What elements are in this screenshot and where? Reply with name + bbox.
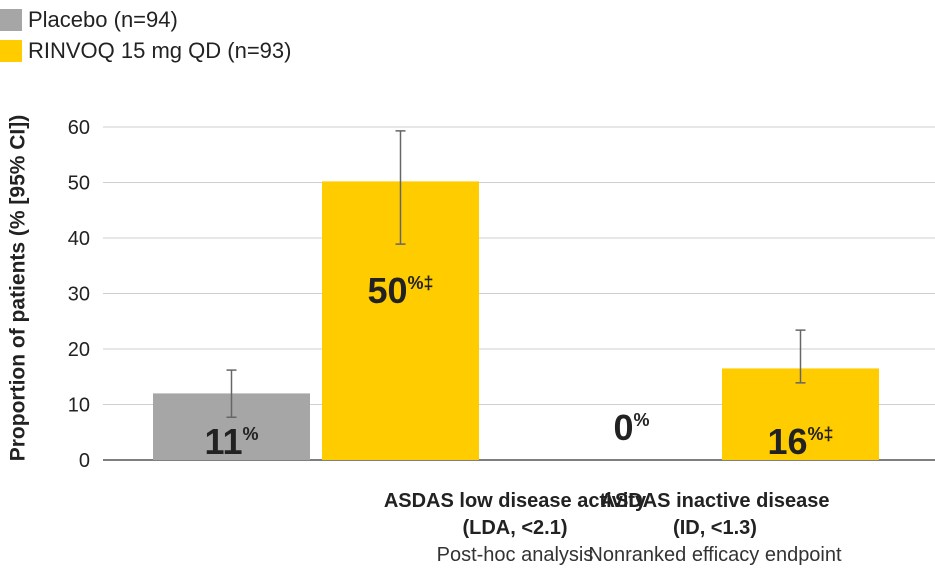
y-tick-label-10: 10 xyxy=(68,395,90,417)
y-tick-label-60: 60 xyxy=(68,117,90,139)
group-subtitle-id: Nonranked efficacy endpoint xyxy=(588,544,842,566)
legend-label-rinvoq: RINVOQ 15 mg QD (n=93) xyxy=(28,37,292,63)
group-title-id-line2: (ID, <1.3) xyxy=(673,517,757,539)
y-axis-label: Proportion of patients (% [95% CI]) xyxy=(6,88,30,488)
legend-swatch-placebo xyxy=(0,8,22,31)
data-label-rinvoq-lda: 50%‡ xyxy=(367,270,433,311)
data-label-placebo-lda: 11% xyxy=(204,421,258,462)
y-tick-label-40: 40 xyxy=(68,228,90,250)
y-tick-label-50: 50 xyxy=(68,173,90,195)
group-title-lda-line2: (LDA, <2.1) xyxy=(462,517,568,539)
group-subtitle-lda: Post-hoc analysis xyxy=(436,544,594,566)
legend-item-placebo: Placebo (n=94) xyxy=(0,4,291,35)
bar-rinvoq-id xyxy=(722,368,879,460)
y-tick-label-20: 20 xyxy=(68,339,90,361)
legend-swatch-rinvoq xyxy=(0,39,22,62)
data-label-rinvoq-id: 16%‡ xyxy=(767,421,833,462)
y-tick-label-0: 0 xyxy=(79,450,90,472)
data-label-placebo-id: 0% xyxy=(613,407,649,448)
legend-item-rinvoq: RINVOQ 15 mg QD (n=93) xyxy=(0,35,291,66)
group-label-lda: ASDAS low disease activity (LDA, <2.1) P… xyxy=(305,488,725,569)
group-title-lda-line1: ASDAS low disease activity xyxy=(383,490,647,512)
legend: Placebo (n=94) RINVOQ 15 mg QD (n=93) xyxy=(0,4,291,66)
group-label-id: ASDAS inactive disease (ID, <1.3) Nonran… xyxy=(505,488,925,569)
y-tick-label-30: 30 xyxy=(68,284,90,306)
legend-label-placebo: Placebo (n=94) xyxy=(28,6,178,32)
group-title-id-line1: ASDAS inactive disease xyxy=(600,490,830,512)
y-axis-label-text: Proportion of patients (% [95% CI]) xyxy=(6,114,29,462)
